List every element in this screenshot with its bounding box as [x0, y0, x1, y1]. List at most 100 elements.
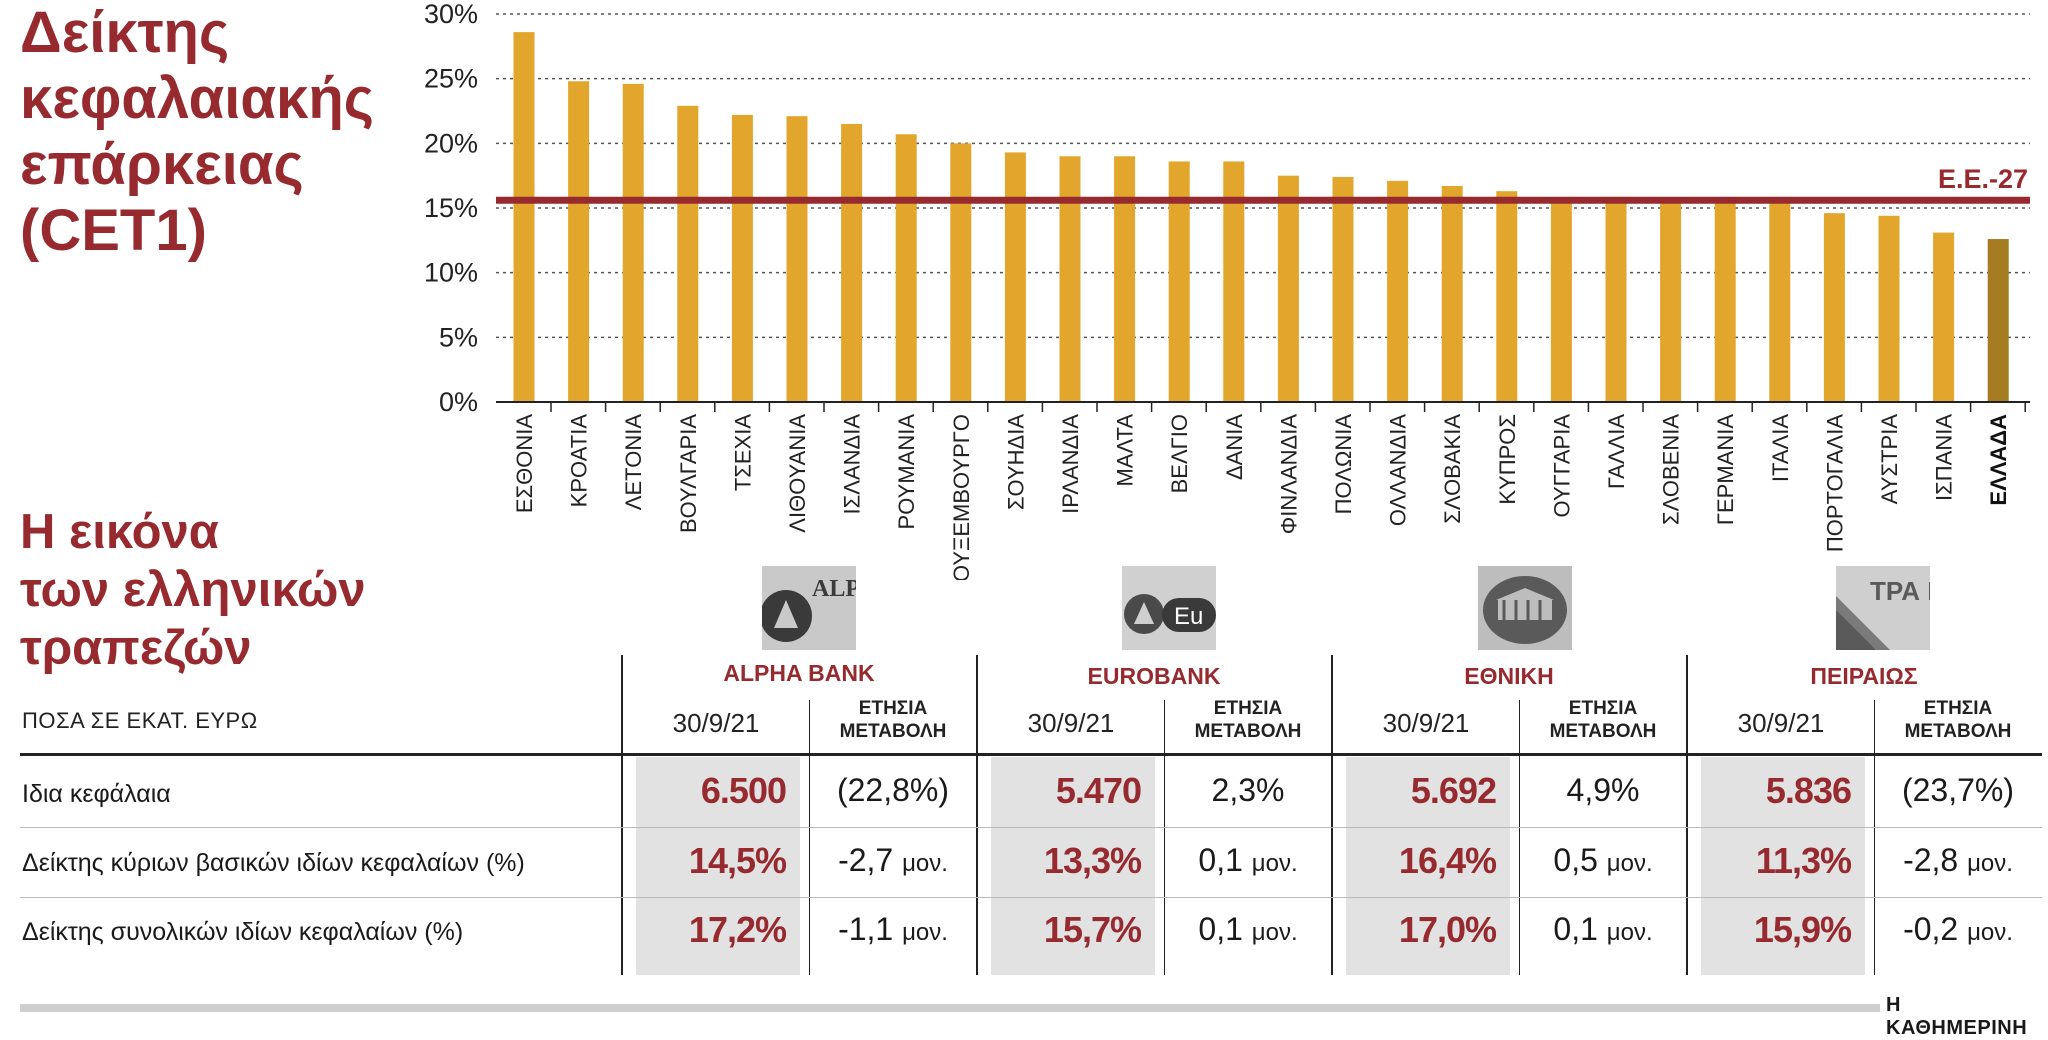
divider-col [1874, 700, 1875, 975]
x-tick-label: ΒΟΥΛΓΑΡΙΑ [676, 414, 701, 533]
bar [1332, 176, 1354, 402]
y-tick-label: 20% [424, 128, 478, 158]
x-tick-label: ΙΣΛΑΝΔΙΑ [840, 414, 865, 515]
chart-title-line: (CET1) [20, 198, 207, 263]
change-value: -1,1 [838, 911, 894, 947]
bank-name-alpha: ALPHA BANK [723, 660, 875, 686]
x-tick-label: ΤΣΕΧΙΑ [730, 414, 755, 491]
x-tick-label: ΚΡΟΑΤΙΑ [567, 414, 592, 508]
x-tick-label: ΕΣΘΟΝΙΑ [512, 414, 537, 513]
row-separator [20, 827, 2042, 828]
change-value: 0,5 [1553, 842, 1598, 878]
change-cell: 0,1 μον. [1520, 911, 1686, 948]
shade-col-ethniki [1346, 757, 1510, 975]
x-tick-label: ΓΑΛΛΙΑ [1604, 414, 1629, 489]
y-tick-label: 10% [424, 258, 478, 288]
x-tick-label: ΣΛΟΒΑΚΙΑ [1440, 414, 1465, 524]
bar [1660, 198, 1682, 402]
alpha-bank-logo: ALP BA [760, 566, 899, 650]
bar [1769, 200, 1791, 402]
change-unit: μον. [1967, 850, 2013, 877]
x-tick-label: ΛΕΤΟΝΙΑ [621, 414, 646, 511]
change-cell: -0,2 μον. [1875, 911, 2041, 948]
table-header-rule [20, 753, 2042, 756]
bar [1059, 156, 1081, 402]
bar [1987, 239, 2009, 402]
bar [1933, 232, 1955, 402]
col-date-ethniki: 30/9/21 [1382, 708, 1470, 738]
bar [513, 32, 535, 403]
change-value: 0,1 [1198, 842, 1243, 878]
bar [1878, 215, 1900, 402]
change-unit: μον. [902, 919, 948, 946]
col-change-line2: ΜΕΤΑΒΟΛΗ [1549, 721, 1657, 742]
shade-col-alpha [636, 757, 800, 975]
bank-name-ethniki: ΕΘΝΙΚΗ [1464, 663, 1554, 689]
change-unit: μον. [902, 850, 948, 877]
x-tick-label: ΛΙΘΟΥΑΝΙΑ [785, 414, 810, 533]
units-label: ΠΟΣΑ ΣΕ ΕΚΑΤ. ΕΥΡΩ [22, 708, 258, 733]
x-tick-label: ΙΣΠΑΝΙΑ [1932, 414, 1957, 501]
chart-title-line: κεφαλαιακής [20, 66, 374, 131]
change-unit: μον. [1967, 919, 2013, 946]
col-change-eurobank: ΕΤΗΣΙΑ ΜΕΤΑΒΟΛΗ [1165, 697, 1331, 743]
divider-col [809, 700, 810, 975]
bar [841, 123, 863, 402]
y-tick-label: 5% [439, 322, 478, 352]
table-title-line: τραπεζών [20, 621, 252, 675]
value-cell: 15,7% [1043, 909, 1142, 950]
row-label-total-capital: Δείκτης συνολικών ιδίων κεφαλαίων (%) [22, 918, 464, 946]
row-separator [20, 897, 2042, 898]
change-value: 4,9% [1566, 772, 1640, 808]
chart-title: Δείκτης κεφαλαιακής επάρκειας (CET1) [20, 0, 420, 264]
change-cell: -2,8 μον. [1875, 842, 2041, 879]
bar [1168, 161, 1190, 402]
change-cell: 0,5 μον. [1520, 842, 1686, 879]
change-value: (22,8%) [836, 772, 950, 808]
x-tick-label: ΓΕΡΜΑΝΙΑ [1713, 414, 1738, 525]
col-date-piraeus: 30/9/21 [1737, 708, 1825, 738]
bar [1823, 213, 1845, 402]
col-change-line2: ΜΕΤΑΒΟΛΗ [1904, 721, 2012, 742]
col-date-alpha: 30/9/21 [672, 708, 760, 738]
x-tick-label: ΜΑΛΤΑ [1113, 414, 1138, 487]
footer-bar [20, 1004, 1880, 1012]
value-cell: 6.500 [700, 770, 787, 811]
change-value: 0,1 [1198, 911, 1243, 947]
table-title-line: των ελληνικών [20, 563, 366, 617]
eu27-reference-label: Ε.Ε.-27 [1938, 164, 2028, 194]
national-bank-logo [1478, 566, 1572, 650]
y-tick-label: 30% [424, 0, 478, 29]
change-cell: 0,1 μον. [1165, 842, 1331, 879]
value-cell: 5.692 [1410, 770, 1497, 811]
row-label-cet1: Δείκτης κύριων βασικών ιδίων κεφαλαίων (… [22, 849, 525, 877]
alpha-logo-text: ALP BA [812, 576, 856, 602]
change-cell: (23,7%) [1875, 772, 2041, 809]
shade-col-eurobank [991, 757, 1155, 975]
bar [677, 105, 699, 403]
x-tick-label: ΡΟΥΜΑΝΙΑ [894, 414, 919, 530]
divider-group [976, 655, 978, 975]
shade-col-piraeus [1701, 757, 1865, 975]
piraeus-bank-logo: ΤΡΑ ΠΕΙ [1836, 566, 1971, 650]
change-cell: 4,9% [1520, 772, 1686, 809]
change-value: -2,7 [838, 842, 894, 878]
x-tick-label: ΛΟΥΞΕΜΒΟΥΡΓΟ [949, 414, 974, 580]
change-cell: 2,3% [1165, 772, 1331, 809]
bar [950, 143, 972, 403]
change-value: 2,3% [1211, 772, 1285, 808]
change-value: (23,7%) [1901, 772, 2015, 808]
piraeus-bank-logo-icon: ΤΡΑ ΠΕΙ [1836, 566, 1971, 650]
x-tick-label: ΒΕΛΓΙΟ [1167, 414, 1192, 493]
eurobank-logo-text: Eu [1174, 603, 1203, 630]
x-tick-label: ΦΙΝΛΑΝΔΙΑ [1276, 414, 1301, 535]
value-cell: 11,3% [1755, 840, 1852, 881]
national-bank-logo-icon [1478, 566, 1572, 650]
value-cell: 16,4% [1398, 840, 1497, 881]
col-change-piraeus: ΕΤΗΣΙΑ ΜΕΤΑΒΟΛΗ [1875, 697, 2041, 743]
value-cell: 17,0% [1398, 909, 1497, 950]
x-tick-label: ΠΟΛΩΝΙΑ [1331, 414, 1356, 515]
table-title: Η εικόνα των ελληνικών τραπεζών [20, 503, 440, 677]
value-cell: 5.836 [1765, 770, 1852, 811]
